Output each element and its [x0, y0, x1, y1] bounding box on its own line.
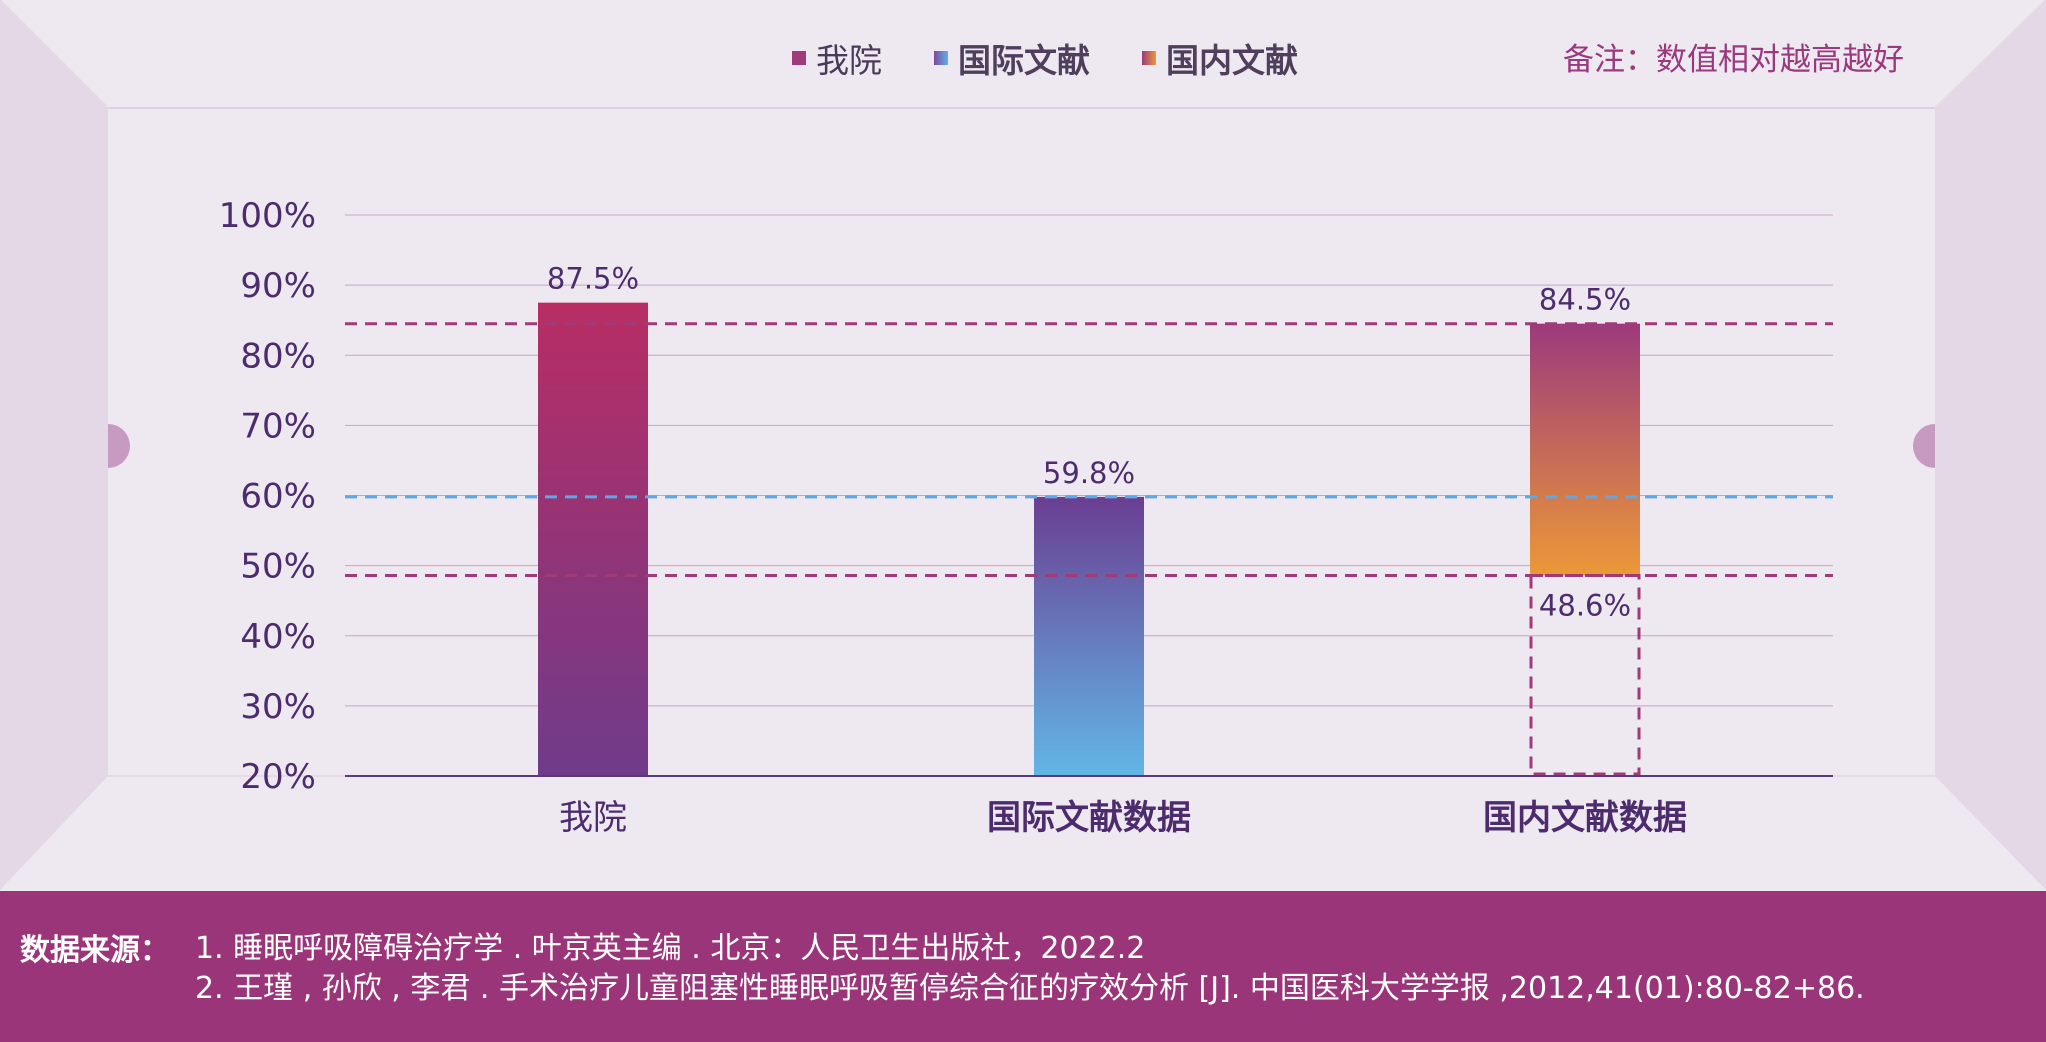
y-tick-label: 80%: [240, 336, 316, 376]
y-axis: 100% 90% 80% 70% 60% 50% 40% 30% 20%: [219, 196, 316, 797]
right-knob-icon: [1913, 424, 1935, 468]
legend-swatch-international: [934, 51, 948, 65]
y-tick-label: 90%: [240, 266, 316, 306]
note-text: 备注：数值相对越高越好: [1563, 42, 1904, 78]
range-box: [1529, 573, 1641, 776]
y-tick-label: 30%: [240, 687, 316, 727]
y-tick-label: 60%: [240, 477, 316, 517]
x-tick-label: 国际文献数据: [987, 798, 1191, 838]
reference-lines: [345, 322, 1833, 776]
legend-item-hospital: 我院: [792, 34, 882, 82]
bar-chart: 100%90%80%70%60%50%40%30%20% 87.5%59.8%8…: [219, 196, 1833, 838]
y-tick-label: 40%: [240, 617, 316, 657]
x-axis: 我院 国际文献数据 国内文献数据: [345, 775, 1833, 838]
data-source-footer: 数据来源： 1. 睡眠呼吸障碍治疗学 . 叶京英主编 . 北京：人民卫生出版社，…: [0, 891, 2046, 1042]
y-tick-label: 70%: [240, 406, 316, 446]
data-label: 87.5%: [547, 262, 639, 296]
bar-2: [1034, 496, 1144, 776]
bar-3: [1530, 323, 1640, 576]
y-tick-label: 20%: [240, 757, 316, 797]
bars: [538, 302, 1640, 776]
data-label: 84.5%: [1539, 283, 1631, 317]
x-tick-label: 国内文献数据: [1483, 798, 1687, 838]
y-tick-label: 50%: [240, 547, 316, 587]
x-tick-label: 我院: [559, 798, 627, 838]
bar-1: [538, 302, 648, 776]
y-tick-label: 100%: [219, 196, 316, 236]
value-labels: 87.5% 59.8% 84.5% 48.6%: [547, 262, 1631, 623]
legend-swatch-hospital: [792, 51, 806, 65]
low-data-label: 48.6%: [1539, 588, 1631, 622]
legend: 我院 国际文献 国内文献: [792, 34, 1350, 82]
left-knob-icon: [108, 424, 130, 468]
source-title: 数据来源：: [20, 933, 170, 968]
source-line-1: 1. 睡眠呼吸障碍治疗学 . 叶京英主编 . 北京：人民卫生出版社，2022.2: [195, 931, 1146, 966]
legend-item-international: 国际文献: [934, 34, 1090, 82]
legend-swatch-domestic: [1142, 51, 1156, 65]
source-line-2: 2. 王瑾 , 孙欣 , 李君 . 手术治疗儿童阻塞性睡眠呼吸暂停综合征的疗效分…: [195, 971, 1865, 1006]
data-label: 59.8%: [1043, 456, 1135, 490]
legend-item-domestic: 国内文献: [1142, 34, 1298, 82]
